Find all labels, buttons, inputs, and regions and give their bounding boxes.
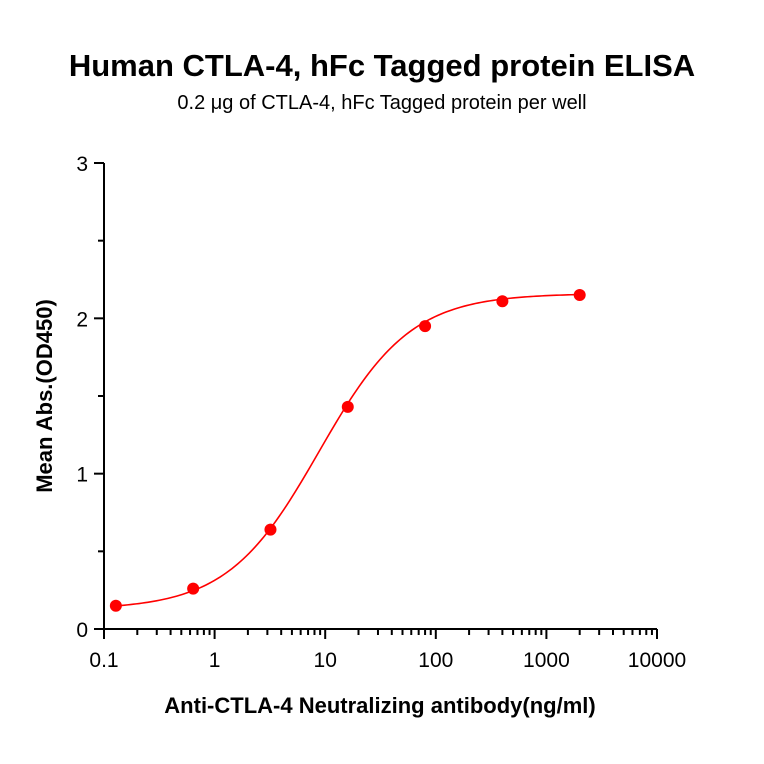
data-point: [341, 400, 354, 413]
x-tick-label: 10: [314, 649, 337, 672]
y-axis-label: Mean Abs.(OD450): [32, 299, 57, 493]
chart-subtitle: 0.2 μg of CTLA-4, hFc Tagged protein per…: [177, 92, 586, 114]
data-point: [496, 295, 509, 308]
x-tick-label: 1000: [523, 649, 570, 672]
plot-area: [109, 289, 586, 612]
data-point: [109, 599, 122, 612]
x-axis: 0.1 1 10 100 1000 10000: [89, 628, 686, 672]
data-point: [187, 582, 200, 595]
x-axis-label: Anti-CTLA-4 Neutralizing antibody(ng/ml): [164, 693, 595, 718]
fit-curve: [115, 293, 580, 607]
y-tick-label: 1: [76, 464, 88, 487]
chart-title: Human CTLA-4, hFc Tagged protein ELISA: [69, 48, 695, 83]
x-tick-label: 0.1: [89, 649, 118, 672]
x-tick-label: 10000: [628, 649, 686, 672]
data-point: [264, 523, 277, 536]
y-tick-label: 2: [76, 308, 88, 331]
y-axis: 0 1 2 3: [76, 153, 105, 642]
x-tick-label: 1: [209, 649, 221, 672]
data-point: [573, 289, 586, 302]
y-tick-label: 3: [76, 153, 88, 176]
y-tick-label: 0: [76, 619, 88, 642]
x-tick-label: 100: [418, 649, 453, 672]
data-point: [419, 320, 432, 333]
